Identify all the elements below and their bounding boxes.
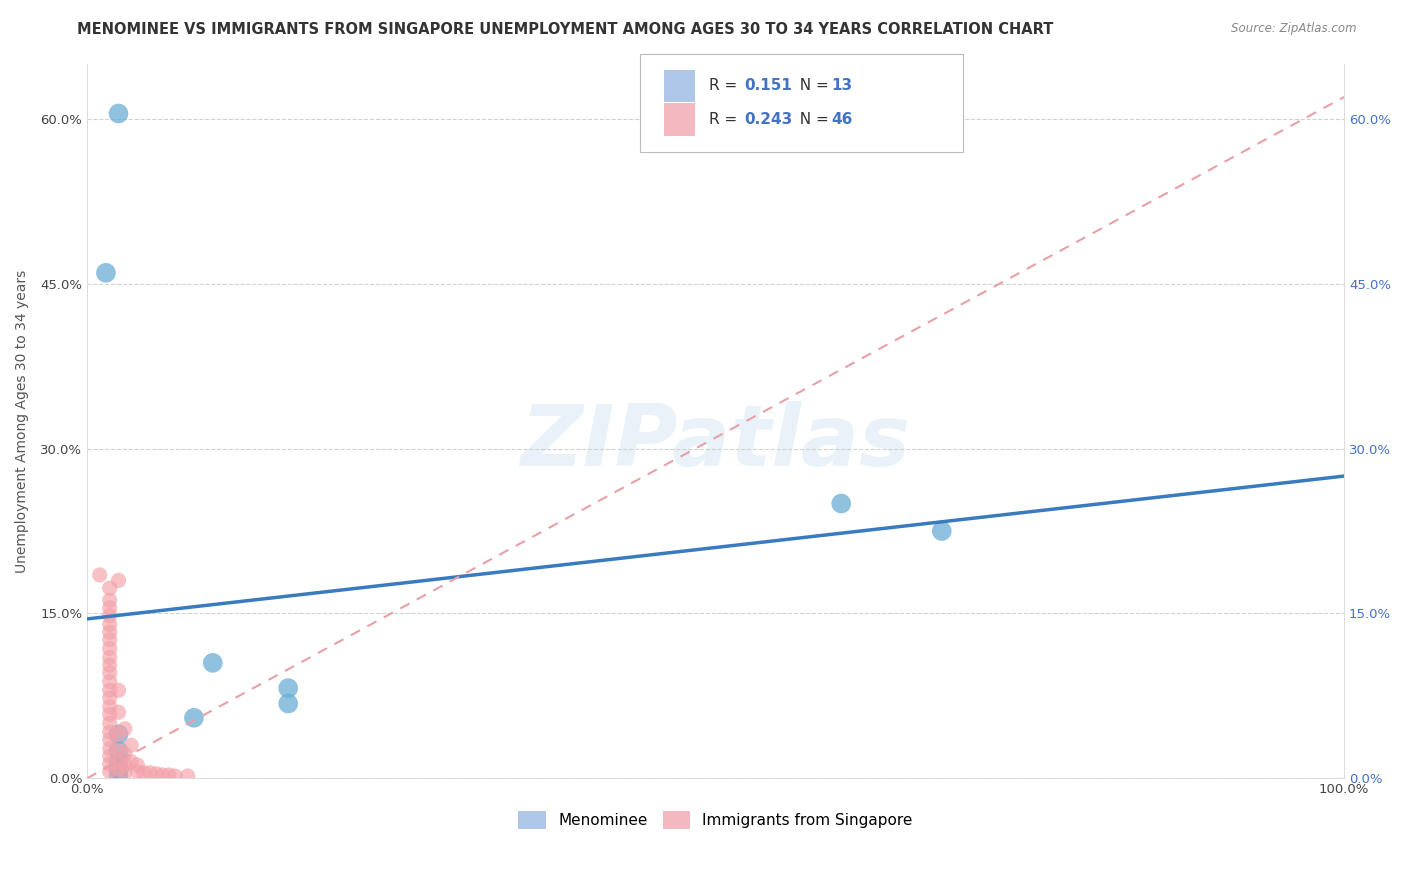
Point: [145, 767, 167, 781]
Point: [107, 763, 129, 777]
Point: [98, 691, 121, 706]
Point: [114, 722, 136, 736]
Point: [201, 656, 224, 670]
Text: 46: 46: [831, 112, 852, 127]
Point: [139, 765, 162, 780]
Text: N =: N =: [790, 112, 834, 127]
Text: MENOMINEE VS IMMIGRANTS FROM SINGAPORE UNEMPLOYMENT AMONG AGES 30 TO 34 YEARS CO: MENOMINEE VS IMMIGRANTS FROM SINGAPORE U…: [77, 22, 1053, 37]
Text: ZIPatlas: ZIPatlas: [520, 401, 911, 484]
Point: [98, 625, 121, 640]
Point: [107, 106, 129, 120]
Point: [132, 765, 155, 780]
Point: [94, 266, 117, 280]
Point: [98, 707, 121, 722]
Point: [98, 725, 121, 739]
Text: R =: R =: [709, 112, 742, 127]
Text: N =: N =: [790, 78, 834, 93]
Point: [114, 765, 136, 780]
Text: Source: ZipAtlas.com: Source: ZipAtlas.com: [1232, 22, 1357, 36]
Point: [98, 741, 121, 756]
Point: [107, 683, 129, 698]
Point: [107, 755, 129, 769]
Point: [98, 674, 121, 689]
Point: [98, 749, 121, 764]
Point: [98, 581, 121, 595]
Point: [98, 716, 121, 731]
Point: [107, 763, 129, 777]
Point: [107, 706, 129, 720]
Point: [120, 755, 142, 769]
Point: [107, 744, 129, 758]
Point: [98, 617, 121, 632]
Point: [114, 758, 136, 772]
Point: [157, 768, 180, 782]
Text: 13: 13: [831, 78, 852, 93]
Point: [107, 755, 129, 769]
Point: [98, 593, 121, 607]
Point: [98, 683, 121, 698]
Point: [176, 769, 198, 783]
Point: [120, 738, 142, 752]
Point: [98, 764, 121, 779]
Legend: Menominee, Immigrants from Singapore: Menominee, Immigrants from Singapore: [512, 805, 920, 835]
Point: [98, 650, 121, 665]
Y-axis label: Unemployment Among Ages 30 to 34 years: Unemployment Among Ages 30 to 34 years: [15, 269, 30, 573]
Point: [114, 747, 136, 761]
Point: [89, 568, 111, 582]
Point: [98, 658, 121, 673]
Point: [127, 764, 149, 779]
Point: [127, 758, 149, 772]
Point: [98, 732, 121, 747]
Point: [107, 744, 129, 758]
Point: [107, 727, 129, 741]
Point: [98, 641, 121, 656]
Point: [98, 756, 121, 771]
Text: R =: R =: [709, 78, 742, 93]
Point: [98, 608, 121, 623]
Point: [165, 769, 187, 783]
Text: 0.243: 0.243: [744, 112, 792, 127]
Point: [152, 768, 174, 782]
Point: [98, 665, 121, 680]
Point: [277, 681, 299, 695]
Point: [98, 632, 121, 647]
Text: 0.151: 0.151: [744, 78, 792, 93]
Point: [107, 727, 129, 741]
Point: [98, 601, 121, 615]
Point: [931, 524, 953, 538]
Point: [107, 574, 129, 588]
Point: [98, 699, 121, 714]
Point: [830, 497, 852, 511]
Point: [183, 711, 205, 725]
Point: [277, 697, 299, 711]
Point: [107, 769, 129, 783]
